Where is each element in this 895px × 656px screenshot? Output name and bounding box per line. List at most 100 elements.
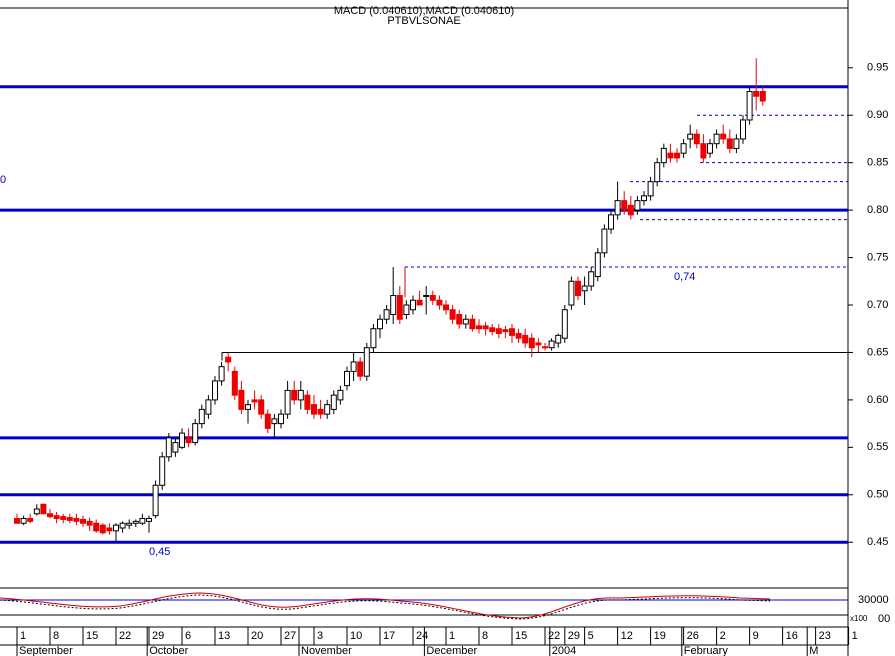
candle-body — [205, 399, 212, 415]
y-tick-label: 0.95 — [867, 62, 888, 74]
x-tick-label: 15 — [86, 630, 98, 642]
x-tick-label: 22 — [548, 630, 560, 642]
y-tick-label: 0.75 — [867, 251, 888, 263]
candle-body — [27, 518, 34, 522]
candle-body — [73, 518, 80, 522]
candle-body — [548, 340, 555, 349]
candle-body — [601, 228, 608, 254]
candle-body — [634, 200, 641, 211]
candle-body — [231, 370, 238, 396]
candle-body — [99, 524, 106, 534]
candle-body — [740, 119, 746, 140]
candle-body — [264, 413, 271, 429]
candle-body — [700, 143, 707, 159]
candle-body — [713, 133, 720, 145]
x-tick-label: 22 — [119, 630, 131, 642]
candle-body — [476, 325, 482, 330]
x-tick-label: 29 — [152, 630, 164, 642]
candle-body — [106, 527, 113, 532]
candle-body — [53, 515, 60, 520]
candle-body — [284, 389, 291, 415]
x-tick-label: 8 — [53, 630, 59, 642]
candle-body — [456, 313, 463, 325]
month-label: September — [19, 645, 73, 656]
x-tick-label: 27 — [284, 630, 296, 642]
x-tick-label: 8 — [482, 630, 488, 642]
x-tick-label: 29 — [568, 630, 580, 642]
candle-body — [542, 346, 548, 349]
x-tick-label: 17 — [383, 630, 395, 642]
candle-body — [324, 404, 331, 415]
candle-body — [443, 304, 449, 311]
candle-body — [581, 285, 588, 292]
candle-body — [119, 522, 126, 529]
candle-body — [528, 337, 535, 349]
y-tick-label: 0.65 — [867, 346, 888, 358]
candle-body — [515, 332, 522, 339]
candle-body — [627, 204, 634, 216]
candle-body — [561, 309, 568, 339]
candle-body — [93, 522, 100, 532]
candle-body — [311, 404, 317, 415]
candle-body — [291, 389, 298, 401]
y-tick-label: 0.60 — [867, 394, 888, 406]
candle-body — [66, 517, 73, 521]
candle-body — [192, 423, 199, 444]
panel-label: 00 — [878, 613, 890, 625]
candle-body — [482, 325, 489, 330]
x-tick-label: 1 — [20, 630, 26, 642]
month-label: 2004 — [552, 645, 576, 656]
candle-body — [139, 518, 146, 524]
x-tick-label: 6 — [185, 630, 191, 642]
candle-body — [462, 318, 469, 325]
candle-body — [14, 518, 20, 524]
candle-body — [357, 361, 364, 377]
x-tick-label: 23 — [819, 630, 831, 642]
candle-body — [608, 214, 614, 230]
candle-body — [416, 299, 423, 306]
candle-body — [383, 309, 390, 320]
x-tick-label: 13 — [218, 630, 230, 642]
candle-body — [172, 442, 179, 453]
candle-body — [429, 295, 436, 301]
candle-body — [225, 356, 232, 363]
candle-body — [614, 200, 621, 216]
candle-body — [251, 399, 258, 403]
candle-body — [647, 181, 654, 197]
x-tick-label: 12 — [621, 630, 633, 642]
candle-body — [126, 522, 133, 526]
candle-body — [165, 437, 172, 458]
candle-body — [423, 295, 430, 298]
candle-body — [436, 299, 443, 306]
candle-body — [390, 295, 397, 315]
candle-body — [212, 380, 218, 401]
chart-subtitle: PTBVLSONAE — [387, 15, 460, 27]
candle-body — [20, 518, 27, 524]
candle-body — [726, 138, 733, 149]
candle-body — [449, 309, 456, 320]
candle-body — [568, 280, 575, 306]
candle-body — [588, 271, 595, 287]
y-tick-label: 0.70 — [867, 299, 888, 311]
candle-body — [687, 133, 694, 140]
candle-body — [759, 91, 766, 102]
panel-label: x100 — [850, 614, 868, 623]
candle-body — [522, 334, 529, 344]
candle-body — [47, 513, 53, 518]
candle-body — [594, 252, 601, 278]
candle-body — [297, 389, 304, 401]
candle-body — [555, 334, 562, 344]
candle-body — [185, 437, 192, 444]
x-tick-label: 3 — [317, 630, 323, 642]
candle-body — [641, 195, 647, 202]
candle-body — [621, 200, 628, 211]
candle-body — [660, 147, 667, 164]
candle-body — [667, 152, 674, 159]
candle-body — [654, 162, 661, 183]
candle-body — [509, 328, 515, 336]
candle-body — [245, 404, 251, 410]
x-tick-label: 15 — [515, 630, 527, 642]
x-tick-label: 16 — [786, 630, 798, 642]
x-tick-label: 9 — [753, 630, 759, 642]
x-tick-label: 5 — [588, 630, 594, 642]
